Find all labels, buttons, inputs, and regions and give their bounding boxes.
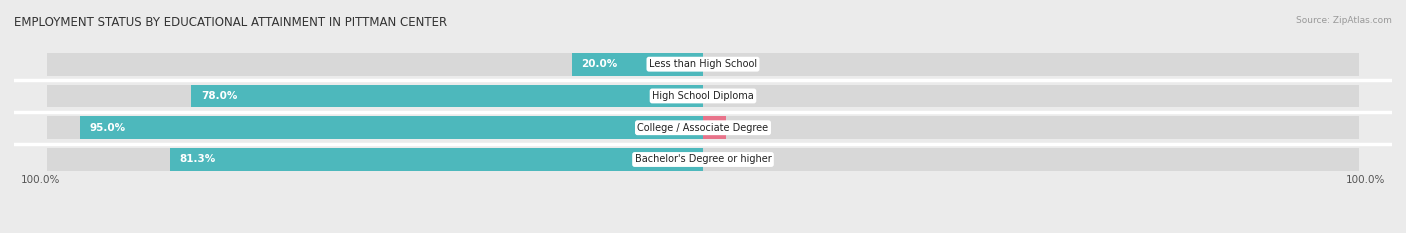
Text: EMPLOYMENT STATUS BY EDUCATIONAL ATTAINMENT IN PITTMAN CENTER: EMPLOYMENT STATUS BY EDUCATIONAL ATTAINM… [14,16,447,29]
Bar [703,116,725,139]
Text: 95.0%: 95.0% [90,123,125,133]
Text: 0.0%: 0.0% [713,154,740,164]
Text: 0.0%: 0.0% [713,59,740,69]
Bar [46,148,703,171]
Bar [703,85,1360,107]
Text: 100.0%: 100.0% [21,175,60,185]
Text: 100.0%: 100.0% [1346,175,1385,185]
Bar [703,53,1360,76]
Bar [572,53,703,76]
Bar [46,116,703,139]
Text: Source: ZipAtlas.com: Source: ZipAtlas.com [1296,16,1392,25]
Bar [46,53,703,76]
Bar [80,116,703,139]
Bar [46,85,703,107]
Bar [703,116,1360,139]
Bar [191,85,703,107]
Text: High School Diploma: High School Diploma [652,91,754,101]
Text: Less than High School: Less than High School [650,59,756,69]
Text: 78.0%: 78.0% [201,91,238,101]
Text: College / Associate Degree: College / Associate Degree [637,123,769,133]
Text: 3.5%: 3.5% [735,123,762,133]
Bar [703,148,1360,171]
Text: 20.0%: 20.0% [582,59,617,69]
Bar [170,148,703,171]
Text: 81.3%: 81.3% [180,154,215,164]
Text: Bachelor's Degree or higher: Bachelor's Degree or higher [634,154,772,164]
Text: 0.0%: 0.0% [713,91,740,101]
